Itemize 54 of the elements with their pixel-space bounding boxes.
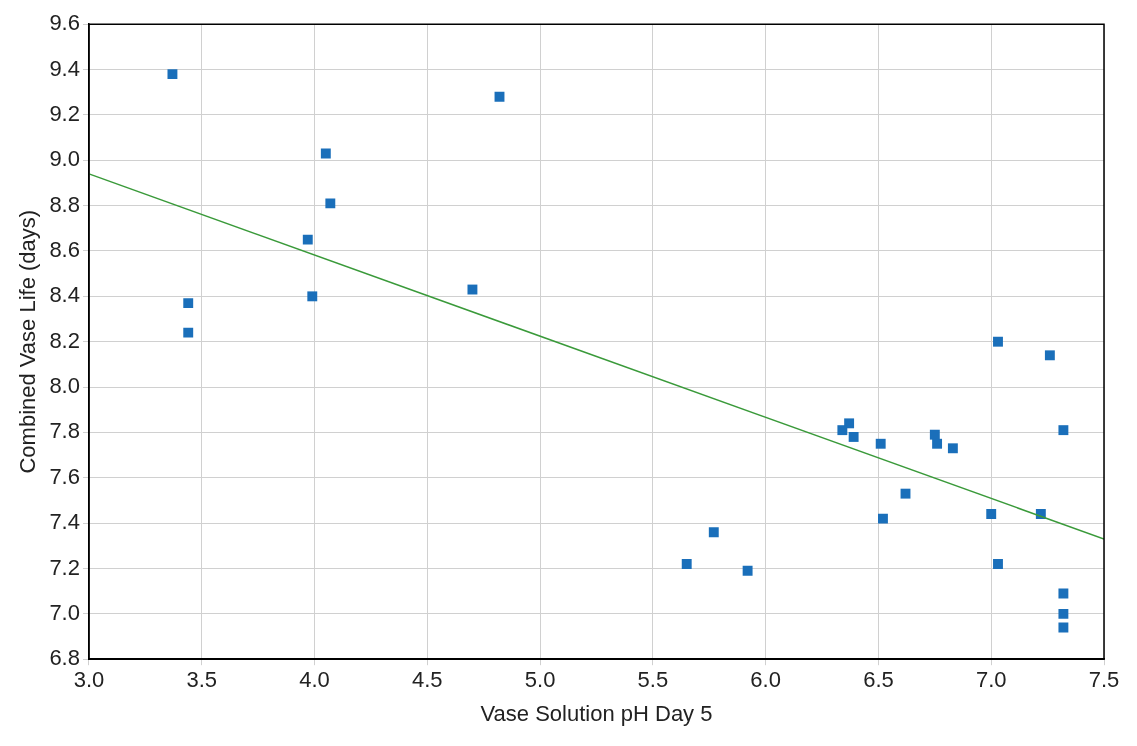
x-tick-label: 5.5 [637,667,669,693]
point [848,432,859,442]
point [878,513,888,524]
y-tick-label: 8.0 [49,373,80,399]
point [1058,588,1069,599]
point [875,438,886,449]
point [993,336,1003,347]
y-tick-label: 8.4 [49,282,80,308]
x-tick-label: 3.5 [186,667,218,693]
point [467,284,478,295]
point [993,559,1003,569]
point [183,327,194,338]
y-axis-title: Combined Vase Life (days) [15,209,41,474]
point [742,565,753,576]
y-tick-label: 9.0 [49,146,80,172]
point [167,69,178,80]
point [900,488,911,499]
y-tick-label: 9.2 [49,100,80,126]
y-tick-label: 7.6 [49,463,80,489]
x-tick-label: 6.0 [750,667,781,693]
point [320,148,331,159]
y-tick-label: 8.8 [49,191,80,217]
point [932,438,943,449]
y-tick-label: 8.2 [49,327,80,353]
y-tick-label: 9.4 [49,55,80,81]
point [947,443,958,454]
y-tick-label: 7.4 [49,509,80,535]
point [494,91,505,102]
point [986,509,997,520]
point [302,234,313,245]
point [837,425,848,436]
y-tick-label: 7.8 [49,418,80,444]
point [1058,608,1069,619]
point [183,298,194,309]
x-tick-label: 7.0 [975,667,1007,693]
x-tick-label: 7.5 [1088,667,1120,693]
y-tick-label: 7.2 [49,554,80,580]
y-tick-label: 8.6 [49,237,80,263]
x-tick-label: 4.0 [299,667,330,693]
point [1058,425,1069,436]
point [307,291,318,302]
x-tick-label: 4.5 [412,667,443,693]
x-axis-title: Vase Solution pH Day 5 [480,700,713,726]
y-tick-label: 9.6 [49,10,80,36]
x-tick-label: 6.5 [863,667,894,693]
point [708,527,719,538]
point [325,198,336,209]
point [1044,350,1055,361]
x-tick-label: 5.0 [524,667,556,693]
y-tick-label: 7.0 [49,599,80,625]
point [1058,622,1069,633]
point [844,418,855,429]
point [929,429,940,440]
point [681,559,692,569]
